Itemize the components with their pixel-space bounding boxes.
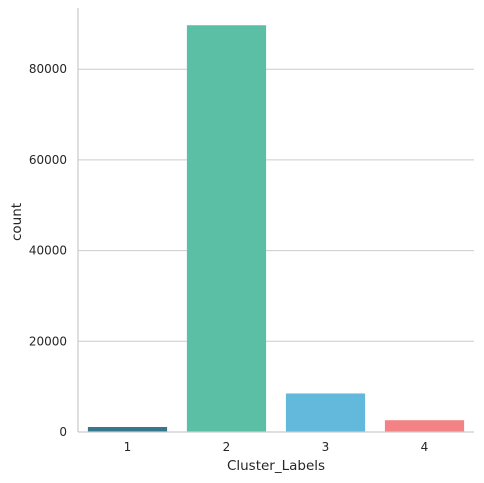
y-tick-label: 40000: [29, 244, 67, 258]
y-tick-labels: 0 20000 40000 60000 80000: [29, 62, 67, 439]
bar-cluster-1: [87, 427, 168, 432]
gridlines: [78, 68, 474, 342]
bars: [87, 25, 465, 432]
y-tick-label: 20000: [29, 334, 67, 348]
x-axis-title: Cluster_Labels: [227, 458, 325, 474]
y-tick-label: 80000: [29, 62, 67, 76]
bar-cluster-4: [384, 420, 465, 432]
y-tick-label: 60000: [29, 153, 67, 167]
y-tick-label: 0: [59, 425, 67, 439]
axes: [77, 8, 474, 433]
x-tick-label: 1: [124, 440, 132, 454]
x-tick-label: 2: [223, 440, 231, 454]
x-tick-labels: 1 2 3 4: [124, 440, 429, 454]
x-tick-label: 3: [322, 440, 330, 454]
bar-cluster-2: [186, 25, 267, 432]
bar-cluster-3: [285, 393, 366, 432]
x-tick-label: 4: [421, 440, 429, 454]
y-axis-title: count: [9, 203, 25, 241]
